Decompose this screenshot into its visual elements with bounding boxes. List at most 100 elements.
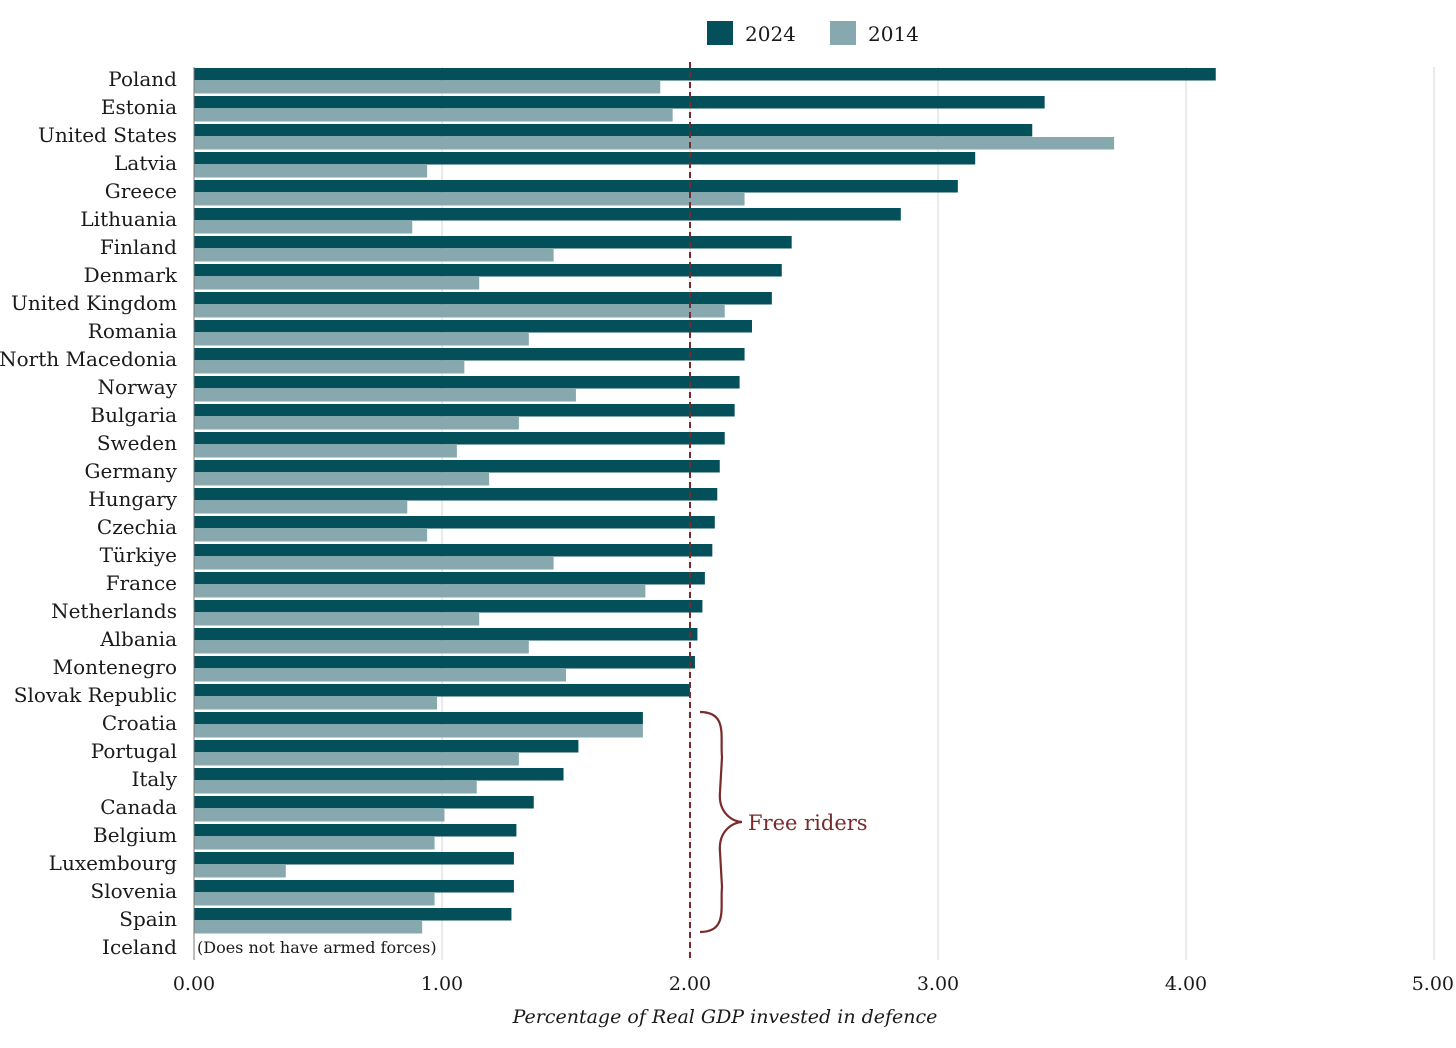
bar-2014-estonia [194, 109, 673, 122]
category-label-canada: Canada [100, 795, 177, 819]
bar-2014-hungary [194, 501, 408, 514]
category-label-romania: Romania [88, 319, 177, 343]
category-label-slovenia: Slovenia [91, 879, 178, 903]
bar-2024-finland [194, 236, 792, 249]
bar-2014-slovak-republic [194, 697, 438, 710]
bar-2014-turkiye [194, 557, 554, 570]
bar-2014-north-macedonia [194, 361, 465, 374]
free-riders-brace [699, 710, 743, 934]
bar-2014-luxembourg [194, 865, 286, 878]
bar-2024-germany [194, 460, 720, 473]
bar-2024-croatia [194, 712, 643, 725]
x-tick-label: 2.00 [669, 973, 711, 995]
category-label-luxembourg: Luxembourg [49, 851, 178, 875]
category-label-norway: Norway [98, 375, 178, 399]
bar-2024-slovak-republic [194, 684, 690, 697]
category-label-turkiye: Türkiye [100, 543, 177, 567]
bar-2024-greece [194, 180, 958, 193]
bar-2024-poland [194, 68, 1216, 81]
bar-2024-denmark [194, 264, 782, 277]
bar-2024-portugal [194, 740, 579, 753]
bar-2014-canada [194, 809, 445, 822]
x-tick-label: 5.00 [1412, 973, 1454, 995]
bar-2014-slovenia [194, 893, 435, 906]
bar-2024-slovenia [194, 880, 514, 893]
bar-2014-sweden [194, 445, 457, 458]
bar-2024-sweden [194, 432, 725, 445]
free-riders-label: Free riders [748, 811, 868, 835]
legend-label-2024: 2024 [745, 22, 796, 46]
category-label-germany: Germany [85, 459, 178, 483]
category-label-united-kingdom: United Kingdom [11, 291, 177, 315]
x-tick-label: 1.00 [421, 973, 463, 995]
bar-2014-belgium [194, 837, 435, 850]
bar-2024-romania [194, 320, 752, 333]
bar-2024-montenegro [194, 656, 695, 669]
bar-2014-poland [194, 81, 661, 94]
bar-2014-finland [194, 249, 554, 262]
bar-2014-bulgaria [194, 417, 519, 430]
category-label-montenegro: Montenegro [53, 655, 177, 679]
bar-2014-denmark [194, 277, 480, 290]
bar-2024-estonia [194, 96, 1045, 109]
bar-2014-germany [194, 473, 490, 486]
legend-swatch-2014 [830, 21, 856, 45]
category-label-sweden: Sweden [97, 431, 177, 455]
bar-2024-bulgaria [194, 404, 735, 417]
bar-2024-latvia [194, 152, 976, 165]
bar-2024-albania [194, 628, 698, 641]
bar-2014-lithuania [194, 221, 413, 234]
bars [194, 68, 1216, 934]
category-label-greece: Greece [105, 179, 177, 203]
bar-2014-united-states [194, 137, 1115, 150]
category-label-estonia: Estonia [101, 95, 177, 119]
bar-2014-italy [194, 781, 477, 794]
category-label-slovak-republic: Slovak Republic [14, 683, 177, 707]
x-axis-ticks: 0.00 1.00 2.00 3.00 4.00 5.00 [173, 973, 1454, 995]
bar-2024-united-states [194, 124, 1033, 137]
bar-2014-spain [194, 921, 423, 934]
bar-2024-norway [194, 376, 740, 389]
category-label-portugal: Portugal [91, 739, 177, 763]
x-tick-label: 4.00 [1165, 973, 1207, 995]
x-tick-label: 0.00 [173, 973, 215, 995]
x-axis-label: Percentage of Real GDP invested in defen… [512, 1006, 938, 1028]
x-tick-label: 3.00 [917, 973, 959, 995]
category-label-north-macedonia: North Macedonia [0, 347, 177, 371]
category-labels: Poland Estonia United States Latvia Greece Li… [0, 67, 178, 959]
bar-2024-czechia [194, 516, 715, 529]
bar-2024-luxembourg [194, 852, 514, 865]
legend: 2024 2014 [707, 21, 919, 46]
category-label-latvia: Latvia [114, 151, 177, 175]
bar-2024-netherlands [194, 600, 703, 613]
category-label-united-states: United States [38, 123, 177, 147]
bar-2014-united-kingdom [194, 305, 725, 318]
bar-2014-montenegro [194, 669, 566, 682]
bar-2024-canada [194, 796, 534, 809]
iceland-note: (Does not have armed forces) [197, 938, 437, 957]
category-label-netherlands: Netherlands [51, 599, 177, 623]
category-label-belgium: Belgium [93, 823, 177, 847]
bar-2024-france [194, 572, 705, 585]
bar-2014-france [194, 585, 646, 598]
bar-2024-belgium [194, 824, 517, 837]
bar-2014-latvia [194, 165, 428, 178]
bar-2014-czechia [194, 529, 428, 542]
bar-2024-united-kingdom [194, 292, 772, 305]
bar-2024-turkiye [194, 544, 713, 557]
bar-2014-netherlands [194, 613, 480, 626]
category-label-finland: Finland [100, 235, 177, 259]
category-label-lithuania: Lithuania [80, 207, 177, 231]
legend-swatch-2024 [707, 21, 733, 45]
bar-2024-lithuania [194, 208, 901, 221]
category-label-spain: Spain [119, 907, 177, 931]
bar-2024-italy [194, 768, 564, 781]
bar-2014-greece [194, 193, 745, 206]
bar-2014-croatia [194, 725, 643, 738]
category-label-bulgaria: Bulgaria [90, 403, 177, 427]
category-label-poland: Poland [108, 67, 177, 91]
category-label-denmark: Denmark [84, 263, 178, 287]
bar-2024-spain [194, 908, 512, 921]
bar-2024-north-macedonia [194, 348, 745, 361]
